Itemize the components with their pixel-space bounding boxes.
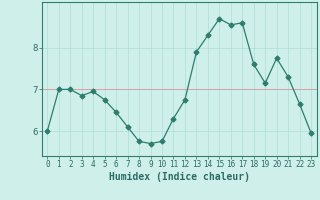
X-axis label: Humidex (Indice chaleur): Humidex (Indice chaleur) [109, 172, 250, 182]
